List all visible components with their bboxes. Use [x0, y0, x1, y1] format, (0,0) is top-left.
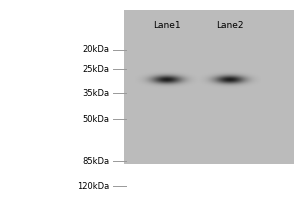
Text: 120kDa: 120kDa — [77, 182, 110, 191]
Text: 35kDa: 35kDa — [82, 88, 109, 98]
Text: 50kDa: 50kDa — [82, 114, 109, 123]
Text: 20kDa: 20kDa — [82, 46, 109, 54]
Text: 85kDa: 85kDa — [82, 156, 109, 166]
Text: Lane2: Lane2 — [216, 21, 243, 29]
Text: 25kDa: 25kDa — [82, 64, 109, 73]
Text: Lane1: Lane1 — [153, 21, 180, 29]
